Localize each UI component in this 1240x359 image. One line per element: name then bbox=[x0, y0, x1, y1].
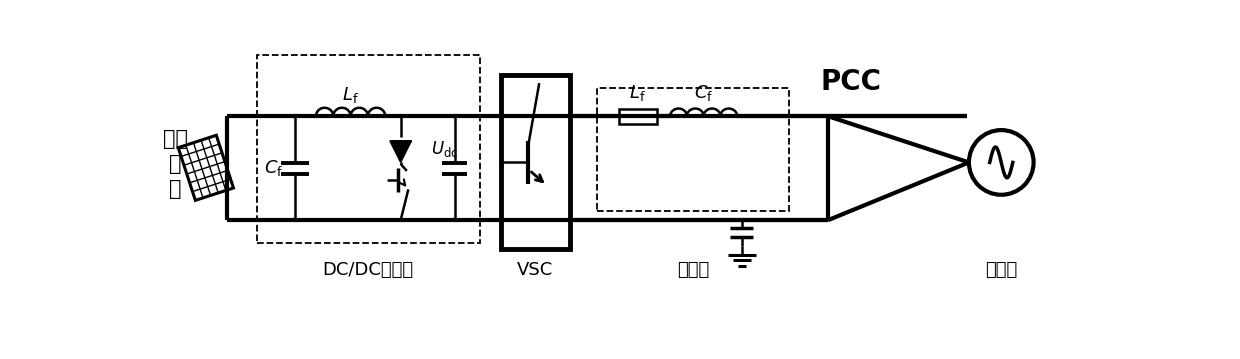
Bar bbox=[257, 55, 480, 243]
Text: $U_{\mathrm{dc}}$: $U_{\mathrm{dc}}$ bbox=[432, 139, 459, 159]
Polygon shape bbox=[179, 135, 233, 200]
Bar bbox=[619, 108, 657, 124]
Bar bbox=[596, 88, 790, 211]
Text: $C_{\mathrm{f}}$: $C_{\mathrm{f}}$ bbox=[694, 83, 713, 103]
Text: 主电网: 主电网 bbox=[985, 261, 1017, 279]
Text: $C_{\mathrm{f}}$: $C_{\mathrm{f}}$ bbox=[264, 158, 283, 178]
Bar bbox=[501, 75, 570, 250]
Text: 光伏
电
池: 光伏 电 池 bbox=[162, 129, 187, 199]
Text: $L_{\mathrm{f}}$: $L_{\mathrm{f}}$ bbox=[342, 85, 360, 105]
Text: VSC: VSC bbox=[517, 261, 553, 279]
Text: 滤波器: 滤波器 bbox=[677, 261, 709, 279]
Text: PCC: PCC bbox=[821, 67, 882, 95]
Text: $L_{\mathrm{f}}$: $L_{\mathrm{f}}$ bbox=[630, 83, 646, 103]
Text: DC/DC逆变器: DC/DC逆变器 bbox=[322, 261, 414, 279]
Polygon shape bbox=[389, 141, 412, 162]
